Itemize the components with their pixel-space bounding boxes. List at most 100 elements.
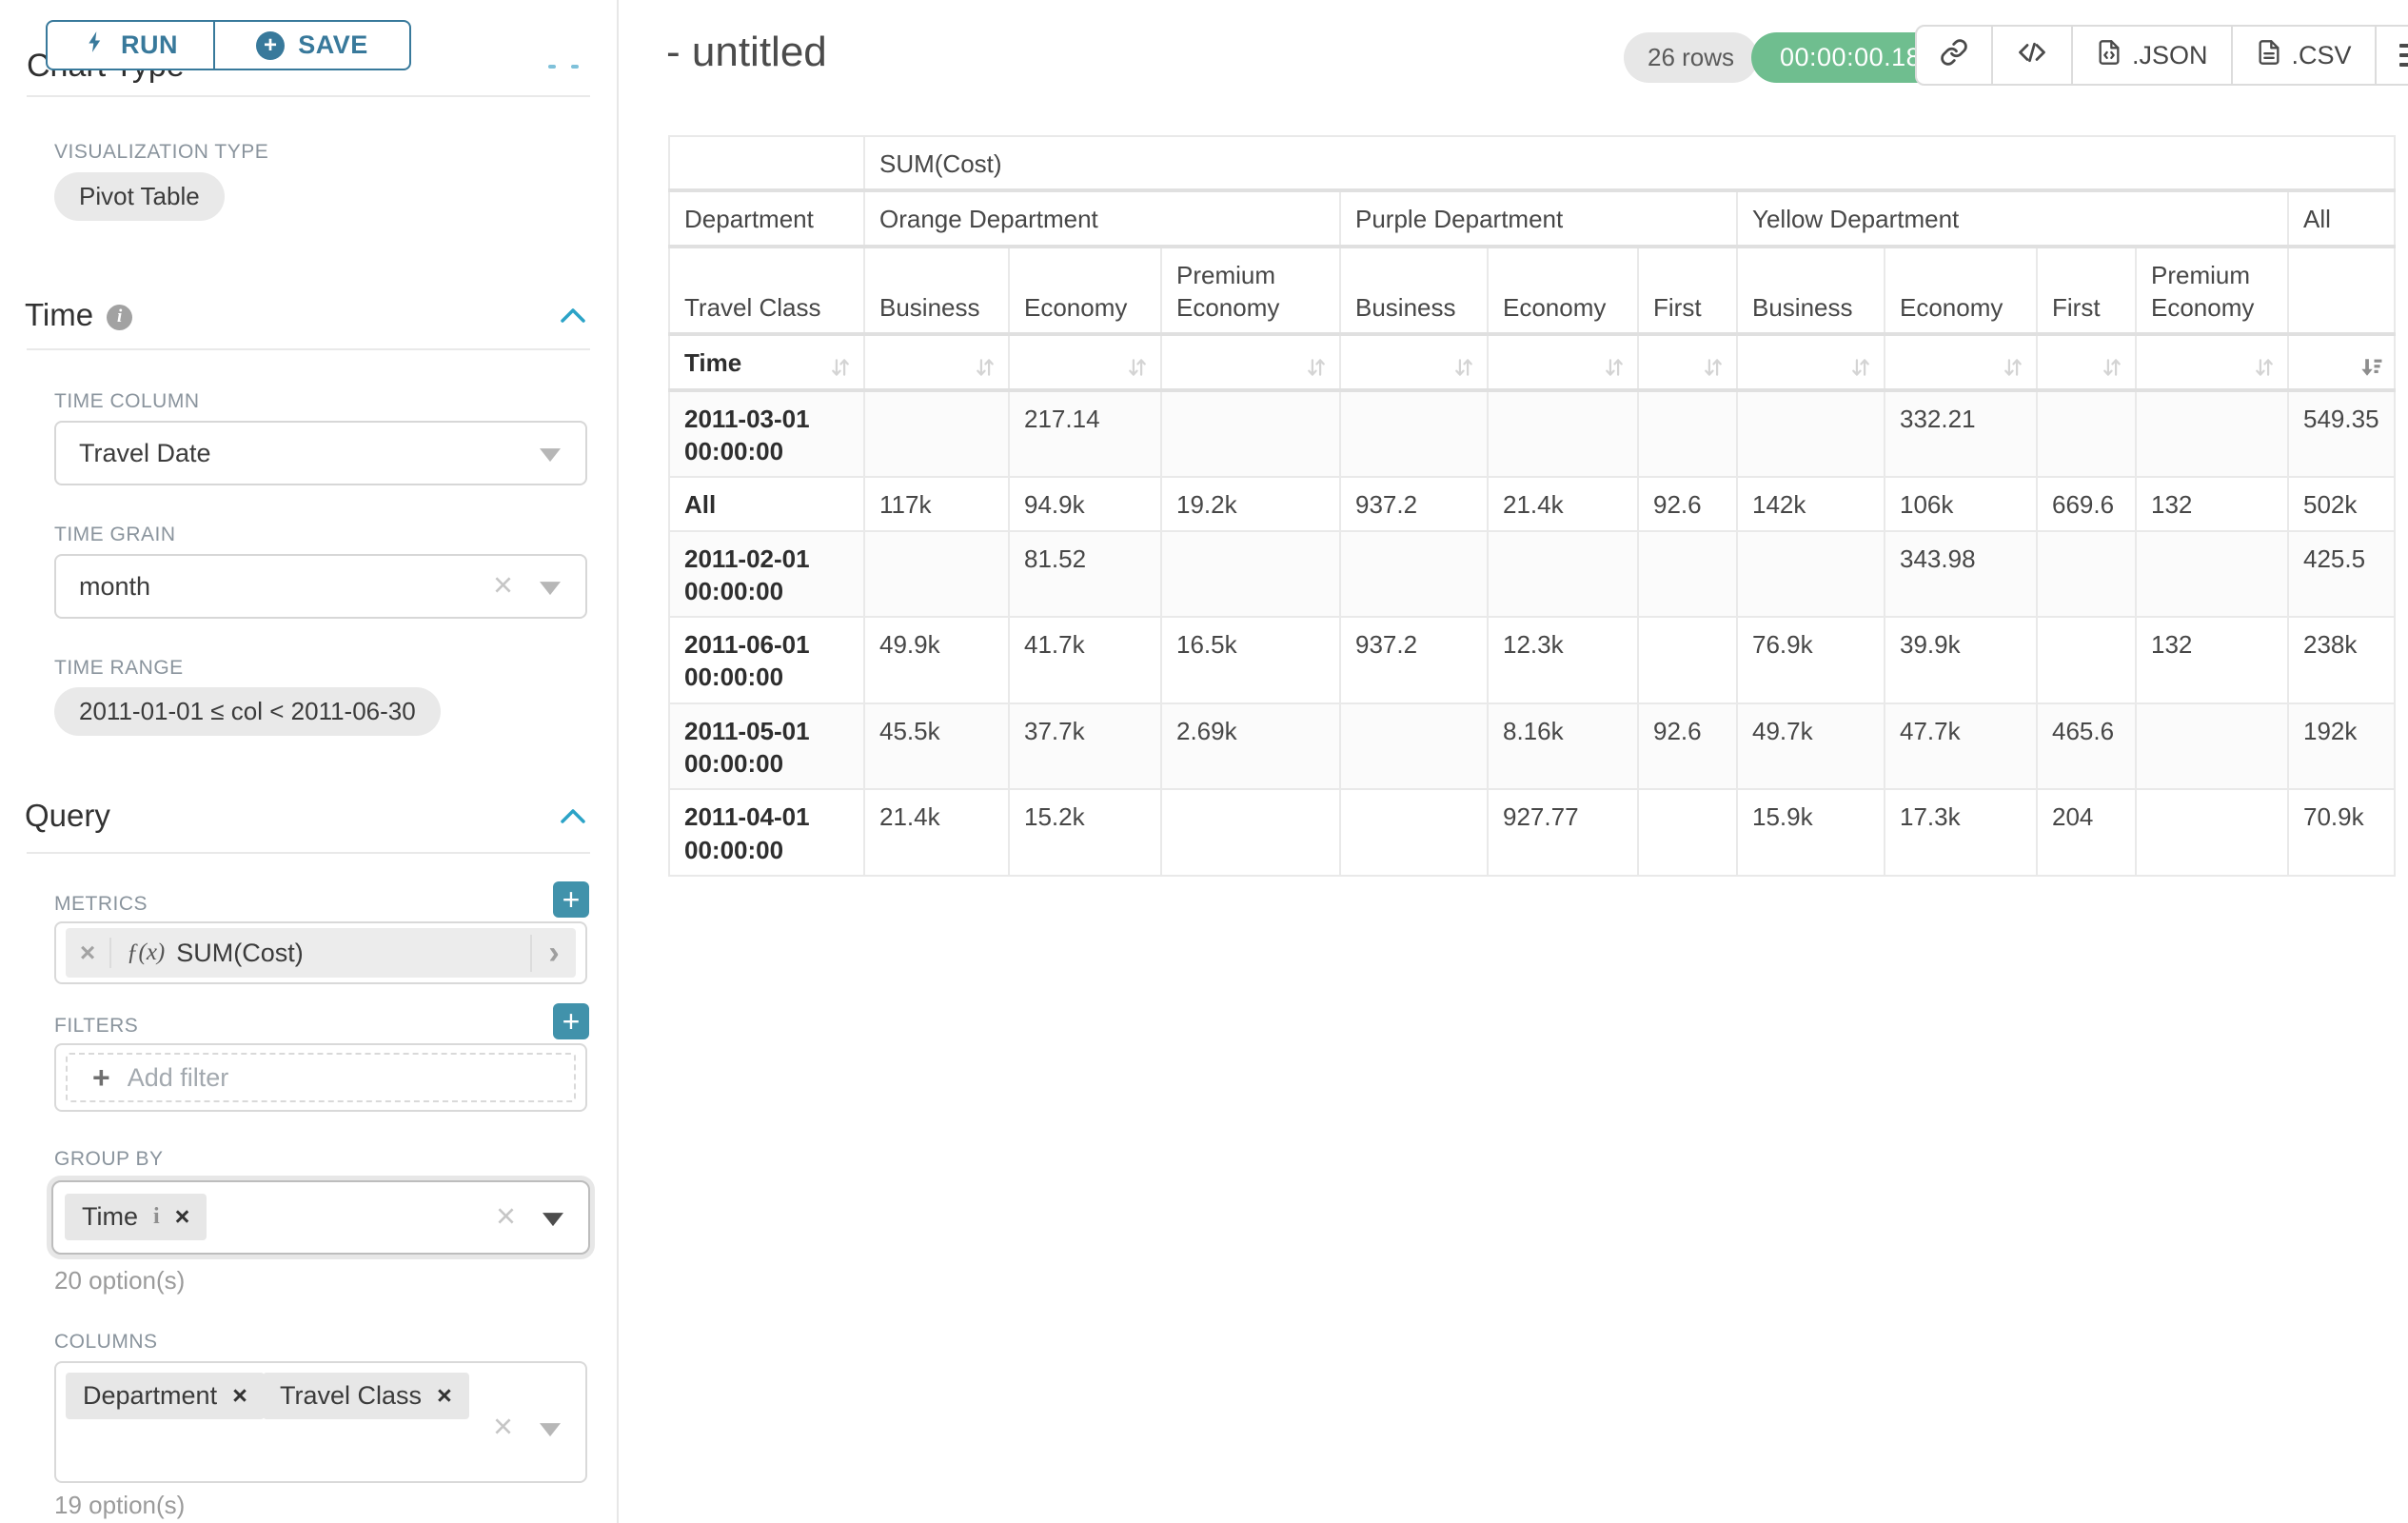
run-button-label: RUN bbox=[121, 30, 178, 59]
value-cell: 39.9k bbox=[1884, 616, 2038, 704]
section-divider bbox=[27, 852, 590, 854]
row-dimension-department: Department bbox=[668, 189, 865, 248]
row-header-cell: 2011-02-01 00:00:00 bbox=[668, 529, 865, 619]
copy-link-button[interactable] bbox=[1917, 27, 1991, 84]
more-menu-button[interactable] bbox=[2374, 27, 2408, 84]
add-filter-button[interactable]: + Add filter bbox=[66, 1053, 576, 1102]
columns-select[interactable]: Department × Travel Class × × bbox=[54, 1361, 587, 1483]
remove-tag-icon[interactable]: × bbox=[437, 1381, 452, 1410]
sort-header[interactable] bbox=[1884, 333, 2038, 392]
sort-header[interactable] bbox=[2287, 333, 2396, 392]
pivot-table: SUM(Cost) Department Orange Department Purp… bbox=[668, 134, 2396, 877]
table-row: All 117k 94.9k 19.2k 937.2 21.4k 92.6 142k 106k 6… bbox=[668, 476, 2396, 532]
time-grain-select[interactable]: month × bbox=[54, 554, 587, 619]
value-cell: 92.6 bbox=[1637, 702, 1738, 791]
group-by-select[interactable]: Time i × × bbox=[51, 1180, 590, 1255]
group-by-options-hint: 20 option(s) bbox=[54, 1266, 186, 1295]
metric-pill[interactable]: × ƒ(x) SUM(Cost) › bbox=[66, 928, 576, 978]
time-sort-header[interactable]: Time bbox=[668, 333, 865, 392]
remove-tag-icon[interactable]: × bbox=[174, 1202, 190, 1231]
value-cell bbox=[2036, 616, 2137, 704]
sort-header[interactable] bbox=[1160, 333, 1341, 392]
value-cell bbox=[2135, 702, 2289, 791]
sort-header[interactable] bbox=[1008, 333, 1162, 392]
value-cell bbox=[2135, 388, 2289, 479]
panel-resize-dots-icon[interactable] bbox=[548, 65, 579, 69]
add-metric-button[interactable]: + bbox=[553, 881, 589, 918]
table-row: 2011-06-01 00:00:00 49.9k 41.7k 16.5k 937.2 1… bbox=[668, 616, 2396, 704]
table-row: 2011-02-01 00:00:00 81.52 343.98 425.5 bbox=[668, 529, 2396, 619]
value-cell: 142k bbox=[1736, 476, 1885, 532]
clear-icon[interactable]: × bbox=[492, 1406, 513, 1446]
value-cell: 106k bbox=[1884, 476, 2038, 532]
column-header: Economy bbox=[1884, 245, 2038, 337]
column-group-header: Orange Department bbox=[863, 189, 1341, 248]
time-range-pill[interactable]: 2011-01-01 ≤ col < 2011-06-30 bbox=[54, 687, 441, 736]
value-cell bbox=[1339, 788, 1489, 877]
group-by-label: GROUP BY bbox=[54, 1148, 164, 1170]
sort-header[interactable] bbox=[1487, 333, 1639, 392]
value-cell bbox=[1637, 388, 1738, 479]
value-cell bbox=[1160, 388, 1341, 479]
value-cell bbox=[2036, 529, 2137, 619]
value-cell: 8.16k bbox=[1487, 702, 1639, 791]
visualization-type-pill[interactable]: Pivot Table bbox=[54, 172, 225, 221]
value-cell: 343.98 bbox=[1884, 529, 2038, 619]
embed-code-button[interactable] bbox=[1991, 27, 2071, 84]
row-count-badge: 26 rows bbox=[1624, 32, 1759, 83]
remove-tag-icon[interactable]: × bbox=[232, 1381, 247, 1410]
sort-header[interactable] bbox=[863, 333, 1010, 392]
add-filter-plus-button[interactable]: + bbox=[553, 1003, 589, 1039]
sort-header[interactable] bbox=[2135, 333, 2289, 392]
value-cell: 49.9k bbox=[863, 616, 1010, 704]
file-text-icon bbox=[2256, 38, 2282, 73]
value-cell: 49.7k bbox=[1736, 702, 1885, 791]
sort-header[interactable] bbox=[1736, 333, 1885, 392]
value-cell bbox=[1160, 788, 1341, 877]
sort-header[interactable] bbox=[1339, 333, 1489, 392]
value-cell: 41.7k bbox=[1008, 616, 1162, 704]
clear-icon[interactable]: × bbox=[492, 564, 513, 604]
value-cell bbox=[863, 388, 1010, 479]
clear-icon[interactable]: × bbox=[495, 1196, 516, 1236]
lightning-icon bbox=[83, 30, 108, 61]
export-csv-button[interactable]: .CSV bbox=[2230, 27, 2375, 84]
select-caret-icon bbox=[540, 1423, 561, 1437]
columns-tag[interactable]: Travel Class × bbox=[263, 1373, 469, 1419]
value-cell bbox=[2135, 788, 2289, 877]
value-cell: 425.5 bbox=[2287, 529, 2396, 619]
plus-icon: + bbox=[92, 1059, 110, 1095]
remove-metric-icon[interactable]: × bbox=[66, 938, 111, 968]
value-cell: 94.9k bbox=[1008, 476, 1162, 532]
select-caret-icon bbox=[543, 1213, 563, 1227]
group-by-tag[interactable]: Time i × bbox=[65, 1194, 207, 1240]
corner-cell bbox=[668, 134, 865, 193]
info-icon[interactable]: i bbox=[153, 1204, 160, 1229]
column-header: Premium Economy bbox=[2135, 245, 2289, 337]
export-json-button[interactable]: .JSON bbox=[2071, 27, 2231, 84]
value-cell: 549.35 bbox=[2287, 388, 2396, 479]
sort-header[interactable] bbox=[1637, 333, 1738, 392]
chevron-right-icon[interactable]: › bbox=[530, 934, 576, 972]
column-header bbox=[2287, 245, 2396, 337]
run-button[interactable]: RUN bbox=[46, 20, 214, 70]
value-cell: 45.5k bbox=[863, 702, 1010, 791]
value-cell bbox=[1160, 529, 1341, 619]
value-cell: 217.14 bbox=[1008, 388, 1162, 479]
sort-header[interactable] bbox=[2036, 333, 2137, 392]
value-cell: 81.52 bbox=[1008, 529, 1162, 619]
filters-label: FILTERS bbox=[54, 1015, 139, 1037]
column-header: Business bbox=[1339, 245, 1489, 337]
columns-tag[interactable]: Department × bbox=[66, 1373, 265, 1419]
row-dimension-travel-class: Travel Class bbox=[668, 245, 865, 337]
link-icon bbox=[1940, 38, 1968, 73]
collapse-chevron-icon[interactable] bbox=[560, 307, 586, 324]
value-cell: 669.6 bbox=[2036, 476, 2137, 532]
time-column-select[interactable]: Travel Date bbox=[54, 421, 587, 485]
save-button[interactable]: + SAVE bbox=[214, 20, 411, 70]
chart-title[interactable]: - untitled bbox=[666, 29, 827, 75]
time-range-label: TIME RANGE bbox=[54, 657, 184, 679]
time-column-value: Travel Date bbox=[79, 438, 211, 467]
collapse-chevron-icon[interactable] bbox=[560, 807, 586, 824]
info-icon[interactable]: i bbox=[107, 304, 133, 330]
